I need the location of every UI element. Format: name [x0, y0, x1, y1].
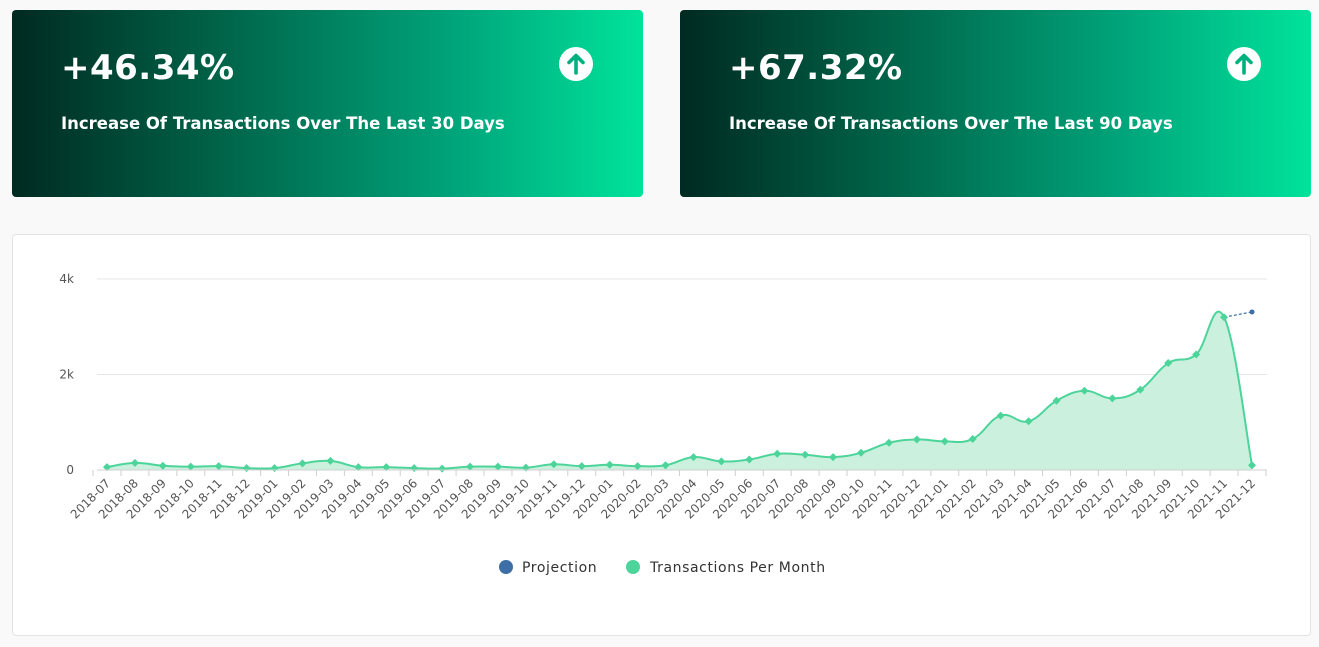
- transactions-point[interactable]: [1108, 394, 1117, 403]
- transactions-point[interactable]: [577, 462, 586, 471]
- transactions-chart-card: 0 2k 4k 2018-07 2018-08 2018-09 2018-10 2018-1…: [12, 234, 1311, 636]
- transactions-point[interactable]: [410, 464, 419, 473]
- transactions-point[interactable]: [773, 449, 782, 458]
- transactions-point[interactable]: [186, 462, 195, 471]
- transactions-point[interactable]: [130, 458, 139, 467]
- transactions-point[interactable]: [382, 463, 391, 472]
- transactions-point[interactable]: [493, 462, 502, 471]
- transactions-point[interactable]: [801, 450, 810, 459]
- stat-value: +67.32%: [729, 48, 903, 88]
- transactions-point[interactable]: [996, 411, 1005, 420]
- transactions-point[interactable]: [549, 460, 558, 469]
- transactions-point[interactable]: [298, 459, 307, 468]
- stat-label: Increase Of Transactions Over The Last 3…: [61, 114, 505, 133]
- transactions-point[interactable]: [326, 456, 335, 465]
- transactions-point[interactable]: [633, 462, 642, 471]
- transactions-point[interactable]: [270, 464, 279, 473]
- transactions-point[interactable]: [968, 434, 977, 443]
- transactions-point[interactable]: [605, 460, 614, 469]
- transactions-point[interactable]: [745, 455, 754, 464]
- transactions-point[interactable]: [354, 463, 363, 472]
- transactions-point[interactable]: [438, 464, 447, 473]
- legend-label-transactions: Transactions Per Month: [649, 560, 826, 576]
- transactions-point[interactable]: [884, 438, 893, 447]
- transactions-point[interactable]: [940, 437, 949, 446]
- projection-point[interactable]: [1249, 309, 1255, 315]
- transactions-point[interactable]: [158, 461, 167, 470]
- y-tick-label: 4k: [59, 272, 74, 286]
- projection-line: [1223, 311, 1253, 318]
- transactions-point[interactable]: [857, 448, 866, 457]
- legend-marker-projection: [499, 560, 513, 574]
- transactions-point[interactable]: [829, 453, 838, 462]
- transactions-point[interactable]: [1024, 417, 1033, 426]
- transactions-point[interactable]: [1248, 461, 1256, 470]
- arrow-up-circle-icon: [559, 47, 593, 81]
- legend-marker-transactions: [626, 560, 640, 574]
- transactions-point[interactable]: [661, 461, 670, 470]
- transactions-point[interactable]: [912, 435, 921, 444]
- stat-card-30-days: +46.34% Increase Of Transactions Over Th…: [12, 10, 643, 197]
- stat-label: Increase Of Transactions Over The Last 9…: [729, 114, 1173, 133]
- stat-card-90-days: +67.32% Increase Of Transactions Over Th…: [680, 10, 1311, 197]
- transactions-point[interactable]: [1164, 359, 1173, 368]
- transactions-area: [107, 311, 1252, 470]
- transactions-point[interactable]: [1220, 313, 1229, 322]
- legend-item-transactions[interactable]: Transactions Per Month: [626, 560, 826, 576]
- legend-item-projection[interactable]: Projection: [499, 560, 597, 576]
- y-tick-label: 0: [66, 463, 74, 477]
- transactions-point[interactable]: [103, 463, 111, 472]
- transactions-point[interactable]: [717, 457, 726, 466]
- transactions-point[interactable]: [1052, 396, 1061, 405]
- y-tick-label: 2k: [59, 368, 74, 382]
- chart-legend: Projection Transactions Per Month: [499, 560, 826, 576]
- transactions-point[interactable]: [1080, 386, 1089, 395]
- arrow-up-circle-icon: [1227, 47, 1261, 81]
- stat-value: +46.34%: [61, 48, 235, 88]
- transactions-point[interactable]: [1192, 350, 1201, 359]
- transactions-point[interactable]: [1136, 385, 1145, 394]
- transactions-point[interactable]: [242, 464, 251, 473]
- transactions-point[interactable]: [214, 462, 223, 471]
- transactions-point[interactable]: [466, 462, 475, 471]
- legend-label-projection: Projection: [522, 560, 597, 576]
- transactions-point[interactable]: [689, 453, 698, 462]
